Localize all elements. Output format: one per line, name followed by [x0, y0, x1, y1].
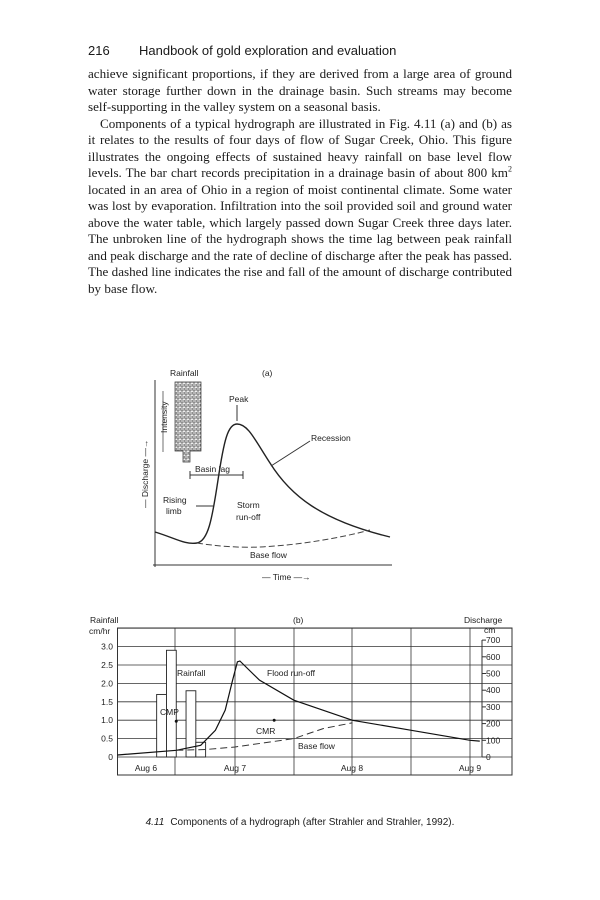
rainfall-bar — [156, 693, 167, 758]
label-recession: Recession — [311, 433, 351, 443]
label-intensity: Intensity — [159, 401, 169, 433]
label-peak: Peak — [229, 394, 249, 404]
page-number: 216 — [88, 43, 110, 58]
rainfall-bar — [166, 649, 177, 758]
right-tick-label: 500 — [486, 669, 500, 679]
left-tick-label: 0 — [108, 752, 113, 762]
right-axis-label: Discharge — [464, 615, 503, 625]
x-tick-label: Aug 9 — [459, 763, 481, 773]
rainfall-block — [174, 381, 202, 463]
annotation-flood-runoff: Flood run-off — [267, 668, 316, 678]
book-title: Handbook of gold exploration and evaluat… — [139, 43, 397, 58]
left-tick-label: 1.5 — [101, 697, 113, 707]
paragraph-1: achieve significant proportions, if they… — [88, 66, 512, 114]
paragraph-2-text-cont: located in an area of Ohio in a region o… — [88, 181, 512, 296]
right-tick-label: 700 — [486, 635, 500, 645]
right-tick-label: 0 — [486, 752, 491, 762]
label-basin-lag: Basin lag — [195, 464, 230, 474]
label-limb: limb — [166, 506, 182, 516]
point-label-cmr: CMR — [256, 726, 275, 736]
right-tick-label: 600 — [486, 652, 500, 662]
label-runoff: run-off — [236, 512, 261, 522]
body-text: achieve significant proportions, if they… — [88, 66, 512, 297]
point-cmr — [272, 718, 276, 722]
figure-b-marks: 0 0.5 1.0 1.5 2.0 2.5 3.0 0 100 200 300 400 500 600 70… — [101, 627, 513, 776]
base-flow-dashed — [196, 529, 371, 548]
left-tick-label: 2.0 — [101, 678, 113, 688]
x-tick-label: Aug 6 — [135, 763, 157, 773]
caption-text: Components of a hydrograph (after Strahl… — [170, 817, 455, 828]
right-tick-label: 100 — [486, 735, 500, 745]
label-rising: Rising — [163, 495, 187, 505]
left-tick-label: 0.5 — [101, 734, 113, 744]
annotation-rainfall: Rainfall — [177, 668, 205, 678]
left-tick-label: 3.0 — [101, 642, 113, 652]
rainfall-bar — [185, 690, 197, 758]
superscript: 2 — [508, 164, 512, 174]
hydrograph-curve — [154, 423, 391, 545]
right-tick-label: 300 — [486, 702, 500, 712]
x-tick-label: Aug 8 — [341, 763, 363, 773]
left-tick-label: 2.5 — [101, 660, 113, 670]
point-label-cmp: CMP — [160, 707, 179, 717]
point-cmp — [174, 719, 178, 723]
label-base-flow: Base flow — [250, 550, 288, 560]
label-discharge-axis: — Discharge —→ — [140, 440, 150, 509]
recession-arrow — [270, 440, 311, 467]
label-storm: Storm — [237, 500, 260, 510]
right-tick-label: 400 — [486, 685, 500, 695]
figure-a: Rainfall (a) Peak Recession Basin lag Ri… — [140, 368, 392, 582]
flood-runoff-line — [117, 660, 480, 756]
x-tick-label: Aug 7 — [224, 763, 246, 773]
panel-label-a: (a) — [262, 368, 273, 378]
left-tick-label: 1.0 — [101, 715, 113, 725]
figure-b: Rainfall cm/hr (b) Discharge cm Rainfall… — [89, 615, 503, 751]
left-axis-label: Rainfall — [90, 615, 118, 625]
label-time-axis: — Time —→ — [262, 572, 311, 582]
annotation-base-flow: Base flow — [298, 741, 336, 751]
caption-number: 4.11 — [145, 817, 165, 828]
left-axis-unit: cm/hr — [89, 626, 110, 636]
paragraph-2: Components of a typical hydrograph are i… — [88, 116, 512, 298]
running-header: 216 Handbook of gold exploration and eval… — [88, 43, 396, 58]
label-rainfall: Rainfall — [170, 368, 198, 378]
right-tick-label: 200 — [486, 719, 500, 729]
base-flow-line — [176, 722, 353, 751]
panel-label-b: (b) — [293, 615, 304, 625]
right-axis-unit: cm — [484, 625, 495, 635]
paragraph-2-text: Components of a typical hydrograph are i… — [88, 115, 512, 181]
figure-caption: 4.11 Components of a hydrograph (after St… — [0, 817, 600, 828]
